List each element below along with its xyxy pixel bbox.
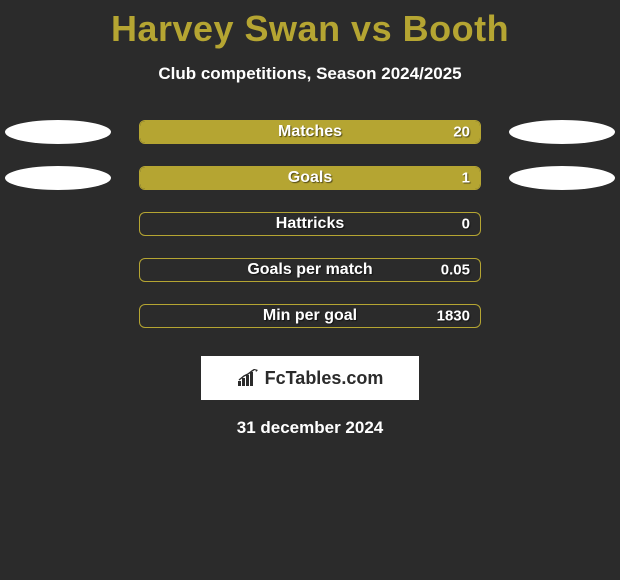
stat-row: Min per goal 1830 — [0, 304, 620, 328]
right-ellipse — [509, 120, 615, 144]
stat-bar: Hattricks 0 — [139, 212, 481, 236]
bar-label: Min per goal — [263, 307, 357, 325]
stat-bar: Min per goal 1830 — [139, 304, 481, 328]
right-ellipse — [509, 212, 615, 236]
left-ellipse — [5, 258, 111, 282]
site-logo: FcTables.com — [201, 356, 419, 400]
stat-row: Matches 20 — [0, 120, 620, 144]
stat-bar: Matches 20 — [139, 120, 481, 144]
stat-bar: Goals 1 — [139, 166, 481, 190]
bar-value: 20 — [453, 124, 470, 141]
bar-value: 1 — [462, 170, 470, 187]
left-ellipse — [5, 120, 111, 144]
stats-comparison-card: Harvey Swan vs Booth Club competitions, … — [0, 0, 620, 438]
bar-label: Hattricks — [276, 215, 344, 233]
bar-value: 1830 — [437, 308, 470, 325]
logo-text: FcTables.com — [265, 368, 384, 389]
stat-row: Goals per match 0.05 — [0, 258, 620, 282]
left-ellipse — [5, 166, 111, 190]
right-ellipse — [509, 166, 615, 190]
stat-bar: Goals per match 0.05 — [139, 258, 481, 282]
bar-label: Goals per match — [247, 261, 372, 279]
stat-row: Goals 1 — [0, 166, 620, 190]
right-ellipse — [509, 304, 615, 328]
date-label: 31 december 2024 — [237, 418, 384, 438]
bar-label: Matches — [278, 123, 342, 141]
subtitle: Club competitions, Season 2024/2025 — [158, 64, 461, 84]
stat-row: Hattricks 0 — [0, 212, 620, 236]
bar-value: 0.05 — [441, 262, 470, 279]
stat-rows: Matches 20 Goals 1 Hattricks 0 Goals per match… — [0, 120, 620, 328]
left-ellipse — [5, 212, 111, 236]
page-title: Harvey Swan vs Booth — [111, 8, 509, 50]
bar-value: 0 — [462, 216, 470, 233]
right-ellipse — [509, 258, 615, 282]
bar-chart-icon — [237, 369, 259, 387]
left-ellipse — [5, 304, 111, 328]
bar-label: Goals — [288, 169, 332, 187]
